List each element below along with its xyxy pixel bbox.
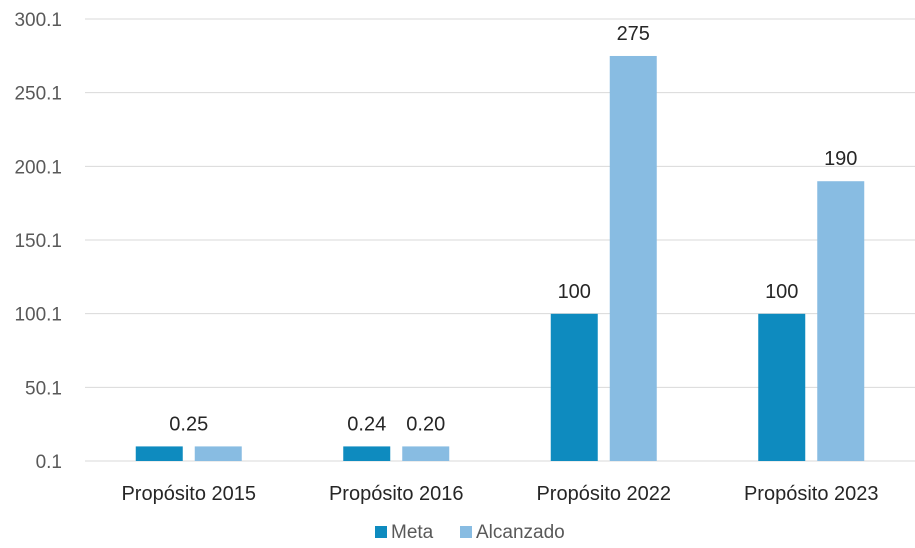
legend: Meta Alcanzado (375, 522, 565, 543)
bar-meta (136, 446, 183, 461)
legend-label-meta: Meta (391, 522, 434, 543)
bar-meta (551, 314, 598, 461)
x-category-label: Propósito 2015 (121, 483, 256, 505)
bar-alcanzado (402, 446, 449, 461)
x-category-label: Propósito 2016 (329, 483, 464, 505)
data-label: 190 (824, 148, 857, 170)
data-label: 0.20 (406, 413, 445, 435)
legend-swatch-alcanzado (460, 526, 472, 538)
y-tick-label: 50.1 (25, 378, 62, 399)
legend-swatch-meta (375, 526, 387, 538)
group-data-label: 0.25 (169, 413, 208, 435)
x-category-label: Propósito 2022 (536, 483, 671, 505)
bar-alcanzado (610, 56, 657, 461)
bar-meta (758, 314, 805, 461)
y-tick-label: 300.1 (14, 10, 62, 31)
y-axis-ticks: 0.1 50.1 100.1 150.1 200.1 250.1 300.1 (14, 10, 62, 473)
data-label: 100 (765, 281, 798, 303)
data-label: 275 (617, 23, 650, 45)
legend-label-alcanzado: Alcanzado (476, 522, 565, 543)
data-labels: 0.25 0.24 0.20 100 275 100 190 (169, 23, 857, 435)
x-category-label: Propósito 2023 (744, 483, 879, 505)
y-tick-label: 250.1 (14, 84, 62, 105)
bar-meta (343, 446, 390, 461)
bar-alcanzado (195, 446, 242, 461)
y-tick-label: 200.1 (14, 157, 62, 178)
y-tick-label: 100.1 (14, 305, 62, 326)
y-tick-label: 150.1 (14, 231, 62, 252)
data-label: 0.24 (347, 413, 386, 435)
data-label: 100 (558, 281, 591, 303)
y-tick-label: 0.1 (36, 452, 62, 473)
bar-alcanzado (817, 181, 864, 461)
x-axis-categories: Propósito 2015 Propósito 2016 Propósito 20… (121, 483, 878, 505)
bars (136, 56, 865, 461)
